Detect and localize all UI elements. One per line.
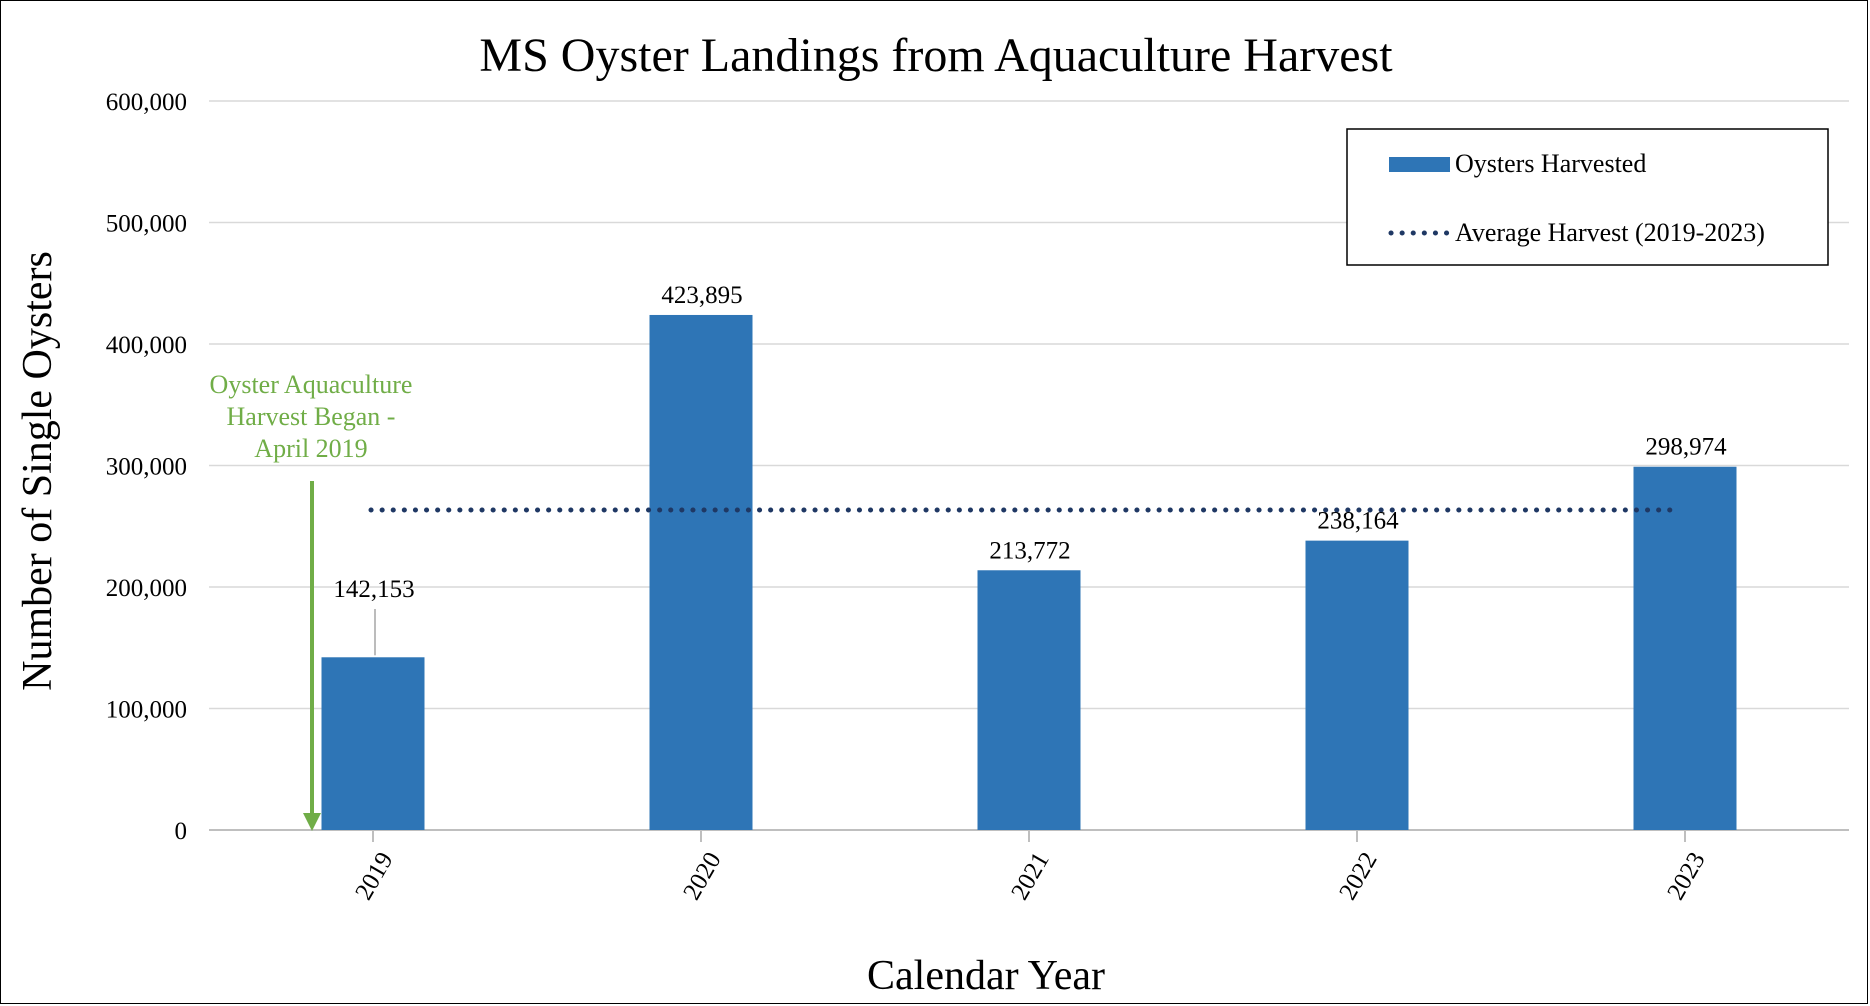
chart-title: MS Oyster Landings from Aquaculture Harv… xyxy=(479,29,1393,82)
data-label-2020: 423,895 xyxy=(661,282,742,309)
x-tick-label: 2023 xyxy=(1662,848,1710,905)
x-tick-label: 2019 xyxy=(350,848,398,905)
annotation-line-1: Oyster Aquaculture xyxy=(210,370,413,399)
bar-2019 xyxy=(321,657,425,830)
x-tick-label: 2022 xyxy=(1334,848,1382,905)
data-label-2021: 213,772 xyxy=(989,537,1070,564)
bar-2022 xyxy=(1305,540,1409,830)
annotation-arrow-head xyxy=(303,813,321,831)
data-labels: 142,153 423,895 213,772 238,164 298,974 xyxy=(333,282,1727,656)
annotation: Oyster Aquaculture Harvest Began - April… xyxy=(210,370,413,831)
y-tick-label: 300,000 xyxy=(106,454,187,481)
y-tick-label: 0 xyxy=(175,818,188,845)
annotation-line-3: April 2019 xyxy=(254,434,367,463)
x-axis-title: Calendar Year xyxy=(867,953,1105,999)
bars xyxy=(321,314,1737,831)
y-tick-label: 500,000 xyxy=(106,211,187,238)
y-tick-label: 200,000 xyxy=(106,575,187,602)
data-label-2022: 238,164 xyxy=(1317,508,1399,535)
gridlines xyxy=(209,100,1849,710)
y-tick-label: 400,000 xyxy=(106,332,187,359)
y-tick-label: 100,000 xyxy=(106,697,187,724)
legend-swatch-oysters-harvested xyxy=(1389,157,1450,172)
y-axis-title: Number of Single Oysters xyxy=(15,251,61,691)
bar-2023 xyxy=(1633,466,1737,830)
bar-2021 xyxy=(977,570,1081,830)
data-label-2019: 142,153 xyxy=(333,576,414,603)
annotation-line-2: Harvest Began - xyxy=(227,402,396,431)
data-label-2023: 298,974 xyxy=(1645,434,1727,461)
legend-label-oysters-harvested: Oysters Harvested xyxy=(1455,149,1646,178)
y-tick-label: 600,000 xyxy=(106,89,187,116)
bar-2020 xyxy=(649,314,753,831)
legend-label-average-harvest: Average Harvest (2019-2023) xyxy=(1455,218,1765,247)
x-tick-label: 2021 xyxy=(1006,848,1054,905)
x-tick-label: 2020 xyxy=(678,848,726,905)
legend-box xyxy=(1346,128,1829,266)
legend: Oysters Harvested Average Harvest (2019-… xyxy=(1346,128,1829,266)
